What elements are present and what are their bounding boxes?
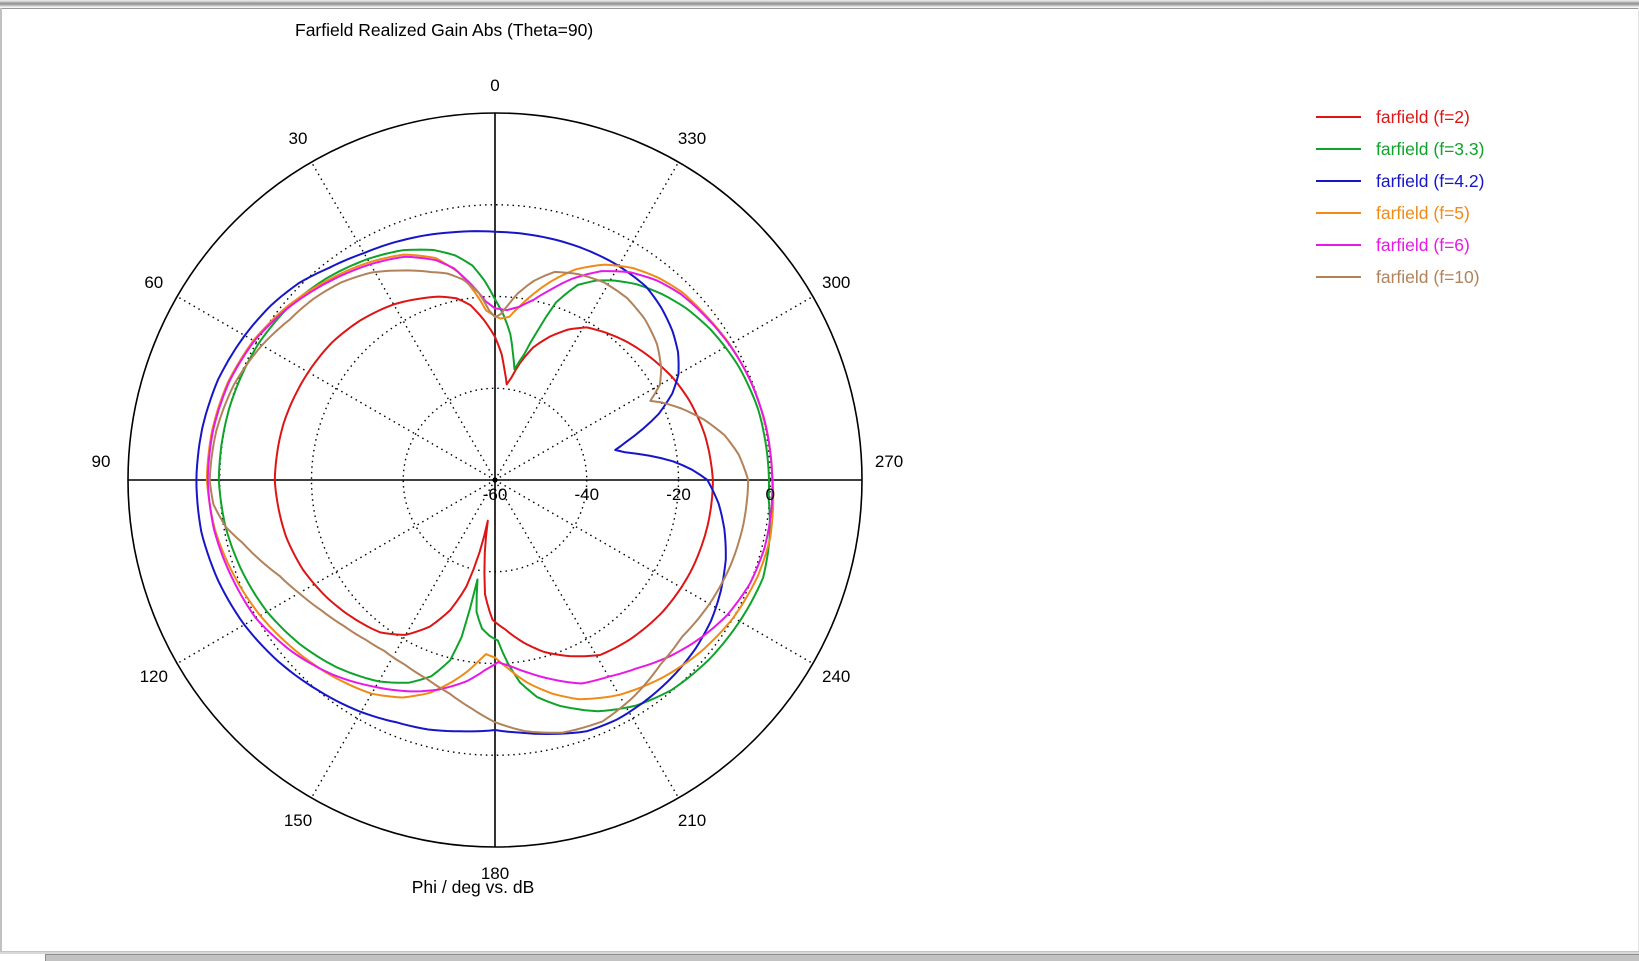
- legend-line-swatch: [1316, 212, 1361, 214]
- grid-radial-330deg: [494, 161, 680, 481]
- grid-radial-210deg: [494, 479, 680, 799]
- grid-radial-30deg: [310, 161, 496, 481]
- grid-radial-60deg: [176, 295, 496, 481]
- legend-line-swatch: [1316, 276, 1361, 278]
- angle-label-240: 240: [822, 667, 851, 686]
- legend-item-4: farfield (f=5): [1316, 197, 1484, 229]
- legend-line-swatch: [1316, 180, 1361, 182]
- series-curve-6: [208, 269, 750, 734]
- legend-label: farfield (f=10): [1376, 266, 1480, 287]
- chart-title: Farfield Realized Gain Abs (Theta=90): [295, 20, 594, 40]
- r-tick-label--20dB: -20: [666, 485, 691, 504]
- angle-label-60: 60: [144, 273, 164, 292]
- legend-label: farfield (f=5): [1376, 202, 1470, 223]
- series-curve-2: [217, 248, 771, 713]
- legend-item-1: farfield (f=2): [1316, 101, 1484, 133]
- legend-item-5: farfield (f=6): [1316, 229, 1484, 261]
- r-tick-label--60dB: -60: [482, 485, 508, 504]
- window-top-edge: [0, 0, 1639, 9]
- legend-line-swatch: [1316, 148, 1361, 150]
- legend-item-2: farfield (f=3.3): [1316, 133, 1484, 165]
- legend-item-3: farfield (f=4.2): [1316, 165, 1484, 197]
- horizontal-scrollbar[interactable]: [45, 954, 1639, 961]
- grid-radial-150deg: [310, 479, 496, 799]
- legend-label: farfield (f=6): [1376, 234, 1470, 255]
- window-bottom-divider: [0, 951, 1639, 954]
- chart-caption: Phi / deg vs. dB: [411, 877, 535, 897]
- grid-radial-240deg: [494, 479, 814, 665]
- angle-label-180: 180: [480, 864, 510, 883]
- series-curve-1: [273, 295, 714, 658]
- legend-line-swatch: [1316, 116, 1361, 118]
- window-left-edge: [0, 8, 2, 953]
- legend-label: farfield (f=2): [1376, 106, 1470, 127]
- r-tick-label-0dB: 0: [765, 485, 775, 504]
- angle-label-90: 90: [91, 452, 111, 471]
- center-dot: [492, 477, 498, 483]
- legend-label: farfield (f=4.2): [1376, 170, 1485, 191]
- outer-circle: [127, 112, 863, 848]
- angle-label-150: 150: [283, 811, 313, 831]
- angle-label-300: 300: [822, 273, 851, 292]
- series-curve-5: [206, 255, 774, 693]
- legend-item-6: farfield (f=10): [1316, 261, 1484, 293]
- angle-label-0: 0: [490, 76, 500, 95]
- grid-radial-300deg: [494, 295, 814, 481]
- angle-label-120: 120: [139, 667, 168, 686]
- legend-line-swatch: [1316, 244, 1361, 246]
- series-curve-3: [195, 230, 727, 735]
- angle-label-210: 210: [677, 811, 707, 831]
- angle-label-30: 30: [288, 128, 308, 148]
- chart-legend: farfield (f=2) farfield (f=3.3) farfield (…: [1316, 101, 1484, 293]
- grid-radial-120deg: [176, 479, 496, 665]
- r-tick-label--40dB: -40: [574, 485, 600, 504]
- angle-label-270: 270: [874, 452, 904, 471]
- angle-label-330: 330: [677, 128, 707, 148]
- legend-label: farfield (f=3.3): [1376, 138, 1485, 159]
